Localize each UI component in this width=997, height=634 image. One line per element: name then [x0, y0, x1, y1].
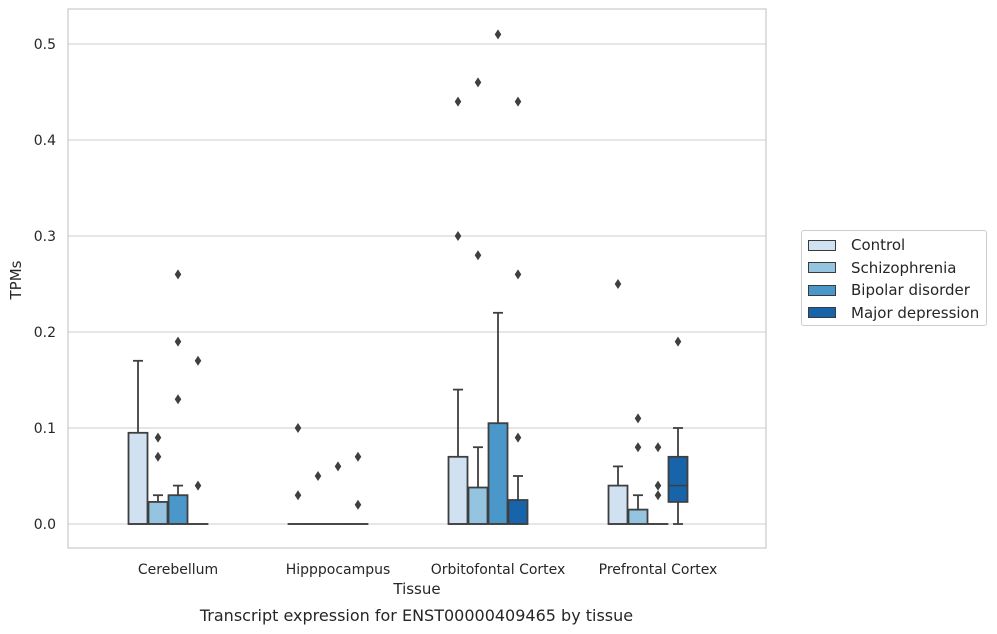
box	[147, 501, 169, 525]
box-bipolar-disorder	[327, 461, 349, 525]
y-tick-label: 0.3	[34, 229, 56, 245]
legend: Control Schizophrenia Bipolar disorder Majo…	[801, 230, 987, 326]
y-tick-label: 0.4	[34, 133, 56, 149]
legend-swatch	[808, 239, 836, 251]
y-tick-label: 0.5	[34, 37, 56, 53]
outlier-point	[654, 442, 662, 453]
y-tick-label: 0.2	[34, 325, 56, 341]
outlier-point	[474, 250, 482, 261]
box-schizophrenia	[147, 432, 169, 525]
outlier-point	[654, 480, 662, 491]
legend-item: Major depression	[808, 303, 979, 323]
outlier-point	[154, 451, 162, 462]
legend-label: Control	[851, 236, 906, 254]
box	[447, 455, 469, 525]
box-control	[447, 96, 469, 525]
x-tick-label: Prefrontal Cortex	[599, 562, 718, 578]
box-control	[127, 359, 149, 525]
x-tick-label: Cerebellum	[138, 562, 218, 578]
outlier-point	[494, 29, 502, 40]
y-tick-labels: 0.0 0.1 0.2 0.3 0.4 0.5	[34, 37, 56, 533]
chart-title: Transcript expression for ENST0000040946…	[199, 606, 634, 625]
box-schizophrenia	[627, 413, 649, 525]
box	[467, 486, 489, 525]
outlier-point	[454, 96, 462, 107]
box-major-depression	[667, 336, 689, 525]
box-bipolar-disorder	[487, 29, 509, 525]
box-major-depression	[507, 96, 529, 525]
outlier-point	[654, 490, 662, 501]
legend-item: Schizophrenia	[808, 258, 956, 278]
outlier-point	[194, 355, 202, 366]
outlier-point	[514, 269, 522, 280]
box-major-depression	[187, 355, 209, 525]
legend-item: Bipolar disorder	[808, 280, 970, 300]
plot-area-frame	[67, 8, 767, 549]
box-control	[607, 279, 629, 525]
outlier-point	[634, 442, 642, 453]
y-tick-label: 0.0	[34, 517, 56, 533]
outlier-point	[154, 432, 162, 443]
box-bipolar-disorder	[167, 269, 189, 525]
box-major-depression	[347, 451, 369, 525]
y-axis-label: TPMs	[7, 260, 25, 300]
outlier-point	[674, 336, 682, 347]
y-tick-label: 0.1	[34, 421, 56, 437]
legend-label: Bipolar disorder	[851, 281, 970, 299]
outlier-point	[474, 77, 482, 88]
outlier-point	[174, 336, 182, 347]
outlier-point	[294, 423, 302, 433]
legend-swatch	[808, 284, 836, 296]
outlier-point	[514, 432, 522, 443]
legend-label: Major depression	[851, 303, 980, 322]
outlier-point	[174, 394, 182, 405]
x-tick-labels: Cerebellum Hipppocampus Orbitofontal Corte…	[138, 562, 717, 578]
legend-item: Control	[808, 235, 905, 255]
outlier-point	[514, 96, 522, 107]
box	[127, 431, 149, 525]
box	[507, 499, 529, 525]
outlier-point	[294, 490, 302, 501]
outlier-point	[454, 231, 462, 241]
boxes	[127, 29, 689, 525]
legend-label: Schizophrenia	[851, 258, 957, 277]
box	[487, 422, 509, 525]
outlier-point	[314, 471, 322, 481]
outlier-point	[194, 480, 202, 491]
box	[167, 494, 189, 525]
box	[627, 508, 649, 525]
outlier-point	[354, 499, 362, 510]
legend-swatch	[808, 262, 836, 273]
x-tick-label: Hipppocampus	[286, 562, 391, 578]
gridlines	[68, 43, 766, 525]
x-tick-label: Orbitofontal Cortex	[431, 562, 566, 578]
box	[667, 455, 689, 503]
outlier-point	[334, 461, 342, 472]
outlier-point	[634, 413, 642, 424]
x-axis-label: Tissue	[392, 580, 440, 598]
box	[607, 484, 629, 525]
outlier-point	[174, 269, 182, 280]
outlier-point	[614, 279, 622, 289]
box-schizophrenia	[307, 471, 329, 525]
box-bipolar-disorder	[647, 442, 669, 525]
legend-swatch	[808, 307, 836, 318]
outlier-point	[354, 451, 362, 462]
box-schizophrenia	[467, 77, 489, 525]
box-control	[287, 423, 309, 525]
